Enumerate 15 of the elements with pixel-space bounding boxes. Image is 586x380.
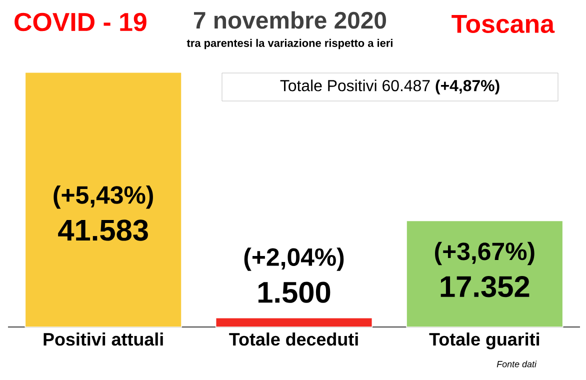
annotation: (+5,43%) [54, 186, 153, 209]
annotation: Totale Positivi 60.487 (+4,87%) [280, 80, 500, 94]
text: Toscana [452, 14, 555, 34]
x-tick-label: Positivi attuali [44, 332, 163, 346]
source-note: Fonte dati [496, 360, 537, 368]
data-label: 17.352 [440, 276, 530, 298]
data-label: 1.500 [258, 282, 330, 303]
text: COVID - 19 [14, 12, 146, 32]
x-tick-label: Totale deceduti [229, 332, 358, 346]
annotation: (+2,04%) [244, 248, 344, 271]
chart-subtitle: tra parentesi la variazione rispetto a ieri [186, 38, 392, 50]
data-label: 41.583 [58, 220, 148, 241]
chart-title: 7 novembre 2020 [194, 11, 386, 29]
x-tick-label: Totale guariti [429, 332, 540, 350]
annotation: (+3,67%) [435, 242, 534, 266]
